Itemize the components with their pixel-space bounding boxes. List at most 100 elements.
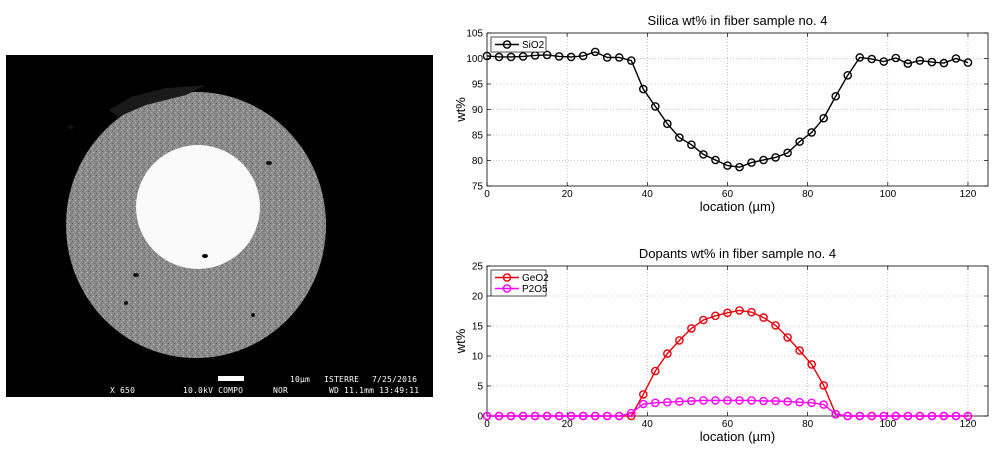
- data-point-SiO2: [843, 71, 853, 80]
- legend-marker-SiO2: [502, 40, 512, 49]
- data-point-P2O5: [506, 411, 516, 421]
- data-point-GeO2: [747, 307, 756, 317]
- data-point-SiO2: [735, 162, 744, 172]
- data-point-GeO2: [735, 306, 744, 315]
- data-point-SiO2: [554, 52, 564, 61]
- fiber-core: [136, 145, 260, 269]
- chart-2: 0 20 40 60 80 100 120 0 5 10 15 20 25 Dopants wt% in …: [453, 246, 989, 444]
- data-point-P2O5: [590, 411, 600, 421]
- data-point-GeO2: [687, 324, 696, 333]
- data-point-SiO2: [651, 102, 660, 111]
- plot-frame: [486, 265, 989, 417]
- legend-box: [490, 269, 547, 297]
- x-tick-label: 0: [484, 419, 490, 430]
- y-tick-label: 100: [466, 54, 483, 65]
- data-point-P2O5: [915, 411, 925, 421]
- data-point-P2O5: [530, 411, 540, 421]
- x-tick-label: 80: [802, 189, 814, 200]
- data-point-GeO2: [771, 321, 780, 330]
- data-point-P2O5: [903, 411, 913, 421]
- data-point-SiO2: [855, 53, 865, 62]
- x-tick-label: 120: [960, 189, 977, 200]
- y-tick-label: 10: [472, 352, 484, 363]
- data-point-P2O5: [687, 396, 696, 406]
- data-point-SiO2: [915, 56, 925, 65]
- data-point-P2O5: [494, 411, 504, 421]
- data-point-SiO2: [699, 150, 708, 159]
- chart-title: Dopants wt% in fiber sample no. 4: [639, 246, 836, 261]
- data-point-SiO2: [590, 47, 600, 57]
- data-point-GeO2: [819, 381, 828, 390]
- data-point-SiO2: [819, 113, 828, 123]
- data-point-P2O5: [675, 397, 684, 406]
- data-point-P2O5: [783, 397, 792, 406]
- data-point-SiO2: [903, 59, 913, 68]
- x-tick-label: 80: [802, 419, 814, 430]
- data-point-P2O5: [566, 411, 576, 421]
- x-tick-label: 20: [562, 419, 574, 430]
- legend-label-GeO2: GeO2: [522, 273, 549, 284]
- data-point-P2O5: [771, 396, 780, 406]
- x-axis-label: location (µm): [700, 199, 775, 214]
- data-point-SiO2: [482, 51, 492, 61]
- data-point-SiO2: [675, 133, 684, 142]
- data-point-SiO2: [626, 56, 636, 65]
- data-point-GeO2: [675, 336, 684, 345]
- y-tick-label: 25: [472, 262, 484, 273]
- data-point-SiO2: [783, 148, 792, 158]
- data-point-GeO2: [639, 390, 648, 399]
- data-point-SiO2: [807, 128, 816, 137]
- data-point-SiO2: [518, 52, 528, 61]
- data-point-P2O5: [759, 396, 768, 406]
- y-tick-label: 80: [472, 156, 484, 167]
- data-point-P2O5: [542, 411, 552, 421]
- data-point-GeO2: [807, 360, 816, 369]
- x-axis-label: location (µm): [700, 429, 775, 444]
- chart-title: Silica wt% in fiber sample no. 4: [648, 13, 828, 28]
- data-point-SiO2: [747, 158, 756, 167]
- data-point-P2O5: [879, 411, 889, 421]
- data-point-SiO2: [927, 57, 937, 67]
- data-point-SiO2: [566, 52, 576, 62]
- y-tick-label: 5: [477, 382, 483, 393]
- data-point-SiO2: [867, 54, 877, 64]
- y-tick-label: 75: [472, 182, 484, 193]
- data-point-GeO2: [723, 308, 732, 318]
- data-point-P2O5: [963, 411, 973, 421]
- data-point-P2O5: [651, 398, 660, 408]
- data-point-GeO2: [795, 346, 804, 355]
- micrograph-mode: NOR: [273, 386, 289, 395]
- data-point-SiO2: [602, 53, 612, 62]
- micrograph-wd-time: WD 11.1mm 13:49:11: [329, 386, 420, 395]
- data-point-SiO2: [759, 155, 768, 165]
- data-point-P2O5: [578, 411, 588, 421]
- micrograph-voltage: 10.0kV COMPO: [183, 386, 244, 395]
- data-point-P2O5: [639, 399, 648, 409]
- micrograph-date: 7/25/2016: [372, 375, 418, 384]
- legend-marker-GeO2: [502, 273, 512, 282]
- micrograph-scale-label: 10µm: [290, 375, 311, 384]
- data-point-P2O5: [614, 411, 624, 421]
- data-point-P2O5: [554, 411, 564, 421]
- data-point-SiO2: [891, 53, 901, 63]
- data-point-SiO2: [542, 50, 552, 60]
- data-point-P2O5: [807, 398, 816, 408]
- y-tick-label: 20: [472, 292, 484, 303]
- data-point-P2O5: [867, 411, 877, 421]
- data-point-P2O5: [939, 411, 949, 421]
- scale-bar: [218, 376, 244, 381]
- x-tick-label: 40: [642, 419, 654, 430]
- data-point-SiO2: [578, 51, 588, 61]
- x-tick-label: 100: [879, 189, 896, 200]
- data-point-GeO2: [663, 349, 672, 358]
- legend-marker-P2O5: [502, 284, 512, 293]
- data-point-P2O5: [518, 411, 528, 421]
- micrograph-magnification: X 650: [110, 386, 136, 395]
- data-point-P2O5: [843, 411, 853, 421]
- data-point-SiO2: [494, 52, 504, 62]
- y-tick-label: 0: [477, 412, 483, 423]
- data-point-SiO2: [963, 58, 973, 67]
- x-tick-label: 60: [722, 419, 734, 430]
- data-point-GeO2: [759, 313, 768, 322]
- data-point-SiO2: [771, 153, 780, 162]
